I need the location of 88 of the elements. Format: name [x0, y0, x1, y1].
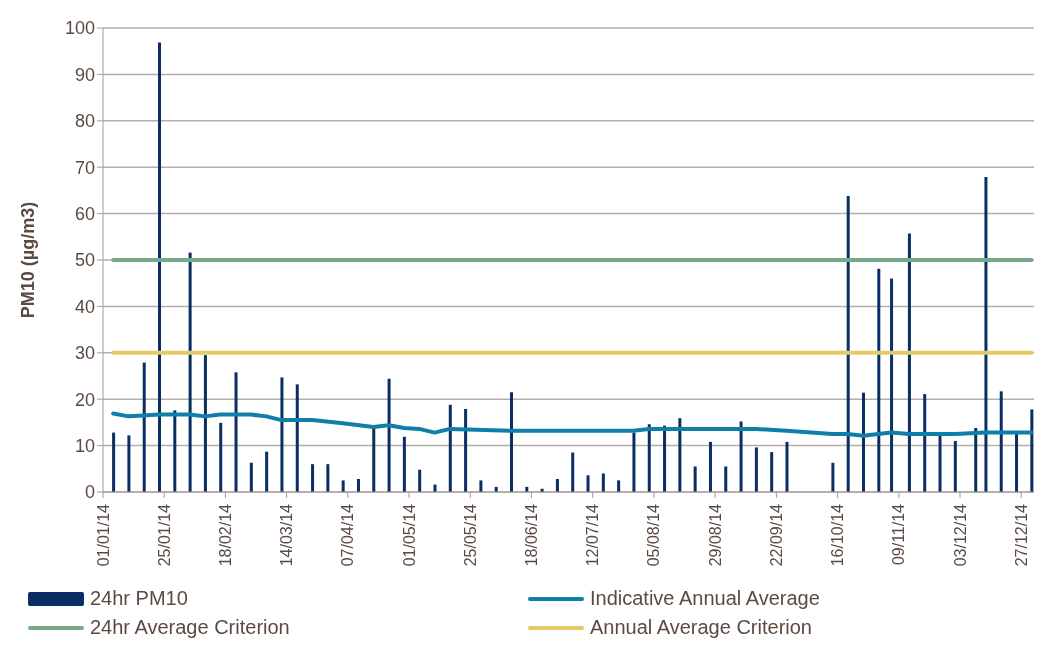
bar	[112, 432, 116, 492]
bar	[785, 441, 789, 492]
bar	[907, 233, 911, 492]
bar	[831, 462, 835, 492]
bar	[219, 422, 223, 492]
x-tick-label: 22/09/14	[767, 503, 785, 567]
legend-label: 24hr PM10	[90, 587, 188, 610]
y-tick-label: 30	[74, 343, 95, 364]
bar	[510, 392, 514, 492]
bar	[974, 427, 978, 492]
bar	[402, 436, 406, 492]
bar	[479, 480, 483, 492]
bar	[999, 391, 1003, 492]
y-tick-label: 40	[74, 296, 95, 317]
bar	[938, 434, 942, 492]
bar	[142, 362, 146, 492]
bar	[739, 421, 743, 492]
y-tick-label: 90	[74, 64, 95, 85]
bar	[663, 425, 667, 492]
bar	[571, 452, 575, 492]
bar	[953, 440, 957, 492]
line-series	[111, 411, 1034, 438]
bar	[846, 195, 850, 492]
x-tick-label: 25/05/14	[461, 503, 479, 567]
bar	[265, 451, 269, 492]
y-tick-label: 0	[84, 482, 95, 503]
bar	[708, 441, 712, 492]
y-tick-label: 100	[64, 18, 95, 39]
x-tick-label: 01/05/14	[400, 503, 418, 567]
bar	[678, 418, 682, 492]
bar	[586, 475, 590, 492]
legend-label: Indicative Annual Average	[590, 587, 820, 610]
bar	[724, 466, 728, 492]
bar	[923, 394, 927, 492]
bar	[1030, 409, 1034, 492]
y-tick-label: 80	[74, 111, 95, 132]
bar	[188, 252, 192, 492]
bar	[341, 480, 345, 492]
x-tick-label: 16/10/14	[829, 503, 847, 567]
y-tick-label: 20	[74, 389, 95, 410]
y-tick-label: 60	[74, 203, 95, 224]
legend-label: 24hr Average Criterion	[90, 616, 290, 639]
bar	[632, 432, 636, 492]
bar	[158, 42, 162, 492]
bar	[984, 176, 988, 492]
bar	[877, 268, 881, 492]
bar	[770, 452, 774, 492]
bar	[693, 466, 697, 492]
y-tick-label: 70	[74, 157, 95, 178]
y-tick-label: 50	[74, 250, 95, 271]
bar	[173, 410, 177, 492]
x-tick-label: 18/02/14	[216, 503, 234, 567]
y-tick-label: 10	[74, 435, 95, 456]
x-tick-label: 05/08/14	[645, 503, 663, 567]
bar	[127, 435, 131, 492]
x-tick-label: 14/03/14	[278, 503, 296, 567]
bar	[372, 427, 376, 492]
x-tick-label: 09/11/14	[890, 503, 908, 566]
x-tick-label: 07/04/14	[339, 503, 357, 567]
bar	[754, 447, 758, 492]
bar	[617, 480, 621, 492]
x-tick-label: 29/08/14	[706, 503, 724, 567]
x-tick-label: 01/01/14	[94, 503, 112, 567]
legend-label: Annual Average Criterion	[590, 616, 812, 639]
bar	[356, 479, 360, 492]
x-tick-label: 12/07/14	[584, 503, 602, 567]
bar	[464, 408, 468, 492]
bar	[890, 278, 894, 492]
bar	[311, 464, 315, 492]
bar	[280, 377, 284, 492]
bar	[862, 392, 865, 492]
bar	[601, 473, 605, 492]
y-axis-title: PM10 (µg/m3)	[18, 201, 39, 319]
x-tick-label: 03/12/14	[951, 503, 969, 567]
x-tick-label: 25/01/14	[155, 503, 173, 567]
bar	[555, 479, 559, 492]
bar	[387, 378, 391, 492]
bar	[326, 464, 330, 492]
bar	[1015, 434, 1019, 492]
bar	[234, 372, 238, 492]
bar	[203, 355, 207, 492]
bar	[295, 384, 299, 492]
bar	[647, 424, 651, 492]
x-tick-label: 27/12/14	[1012, 503, 1030, 567]
bar	[249, 462, 253, 492]
x-tick-label: 18/06/14	[523, 503, 541, 567]
bar	[448, 404, 452, 492]
bar	[418, 469, 422, 492]
